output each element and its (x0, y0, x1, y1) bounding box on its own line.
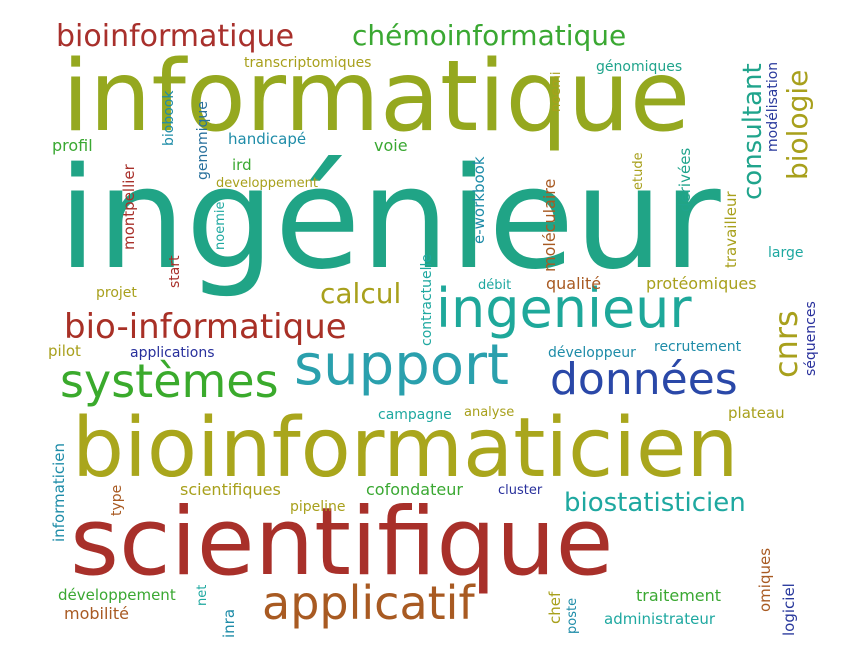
word-genomiques: génomiques (596, 59, 683, 75)
word-handicape: handicapé (228, 130, 307, 148)
word-support: support (294, 333, 510, 398)
word-biostatisticien: biostatisticien (564, 488, 746, 518)
word-pilot: pilot (48, 342, 81, 360)
word-plateau: plateau (728, 404, 785, 422)
word-donnees: données (550, 354, 738, 405)
word-start: start (167, 255, 183, 288)
word-bioinformaticien: bioinformaticien (72, 401, 739, 496)
word-administrateur: administrateur (604, 610, 716, 628)
word-ingenieur: ingénieur (58, 138, 721, 301)
word-applicatif: applicatif (262, 576, 475, 630)
word-proteomiques: protéomiques (646, 274, 757, 293)
word-chef: chef (546, 591, 564, 624)
word-ingenieur-2: ingenieur (436, 277, 692, 340)
word-developpement-2: développement (58, 586, 176, 604)
word-voie: voie (374, 136, 408, 155)
word-inra: inra (220, 608, 238, 638)
word-etude: etude (631, 152, 646, 190)
word-traitement: traitement (636, 586, 722, 605)
word-cluster: cluster (498, 483, 543, 498)
word-large: large (768, 245, 804, 261)
word-scientifique: scientifique (70, 488, 614, 597)
word-developpement: developpement (216, 176, 319, 191)
word-profil: profil (52, 136, 93, 155)
word-bioinformatique: bioinformatique (56, 19, 295, 54)
word-poste: poste (565, 597, 580, 634)
word-informatique: informatique (62, 40, 691, 154)
word-bio-informatique: bio-informatique (64, 307, 347, 347)
word-travailleur: travailleur (722, 191, 740, 268)
word-noemi: noemi (549, 71, 564, 112)
word-developpeur: développeur (548, 345, 636, 361)
word-noemie: noemie (213, 201, 228, 250)
word-recrutement: recrutement (654, 339, 742, 355)
word-debit: débit (478, 278, 512, 293)
word-omiques: omiques (756, 547, 774, 612)
word-applications: applications (130, 345, 215, 361)
word-analyse: analyse (464, 405, 515, 420)
word-cnrs: cnrs (767, 310, 805, 378)
word-logiciel: logiciel (780, 583, 798, 636)
word-ird: ird (232, 156, 252, 174)
word-net: net (195, 584, 210, 606)
word-contractuelle: contractuelle (419, 253, 435, 346)
word-mobilite: mobilité (64, 604, 129, 623)
word-campagne: campagne (378, 407, 452, 423)
word-informaticien: informaticien (50, 442, 68, 542)
word-sequences: séquences (803, 301, 819, 376)
word-projet: projet (96, 285, 137, 301)
word-type: type (109, 484, 125, 516)
word-cofondateur: cofondateur (366, 480, 463, 499)
word-genomique: genomique (195, 101, 211, 180)
word-scientifiques: scientifiques (180, 480, 281, 499)
word-biologie: biologie (781, 69, 814, 180)
word-chemoinformatique: chémoinformatique (352, 19, 627, 52)
word-montpellier: montpellier (120, 164, 138, 250)
word-consultant: consultant (738, 63, 768, 200)
word-calcul: calcul (320, 277, 402, 310)
word-e-workbook: e-workbook (470, 156, 488, 244)
word-pipeline: pipeline (290, 499, 346, 515)
word-modelisation: modélisation (765, 61, 781, 152)
word-qualite: qualité (546, 274, 602, 293)
word-derivees: dérivées (676, 147, 694, 212)
word-systemes: systèmes (60, 354, 279, 408)
word-moleculaire: moléculaire (540, 178, 559, 272)
word-transcriptomiques: transcriptomiques (244, 55, 372, 71)
word-biobook: biobook (161, 90, 177, 146)
